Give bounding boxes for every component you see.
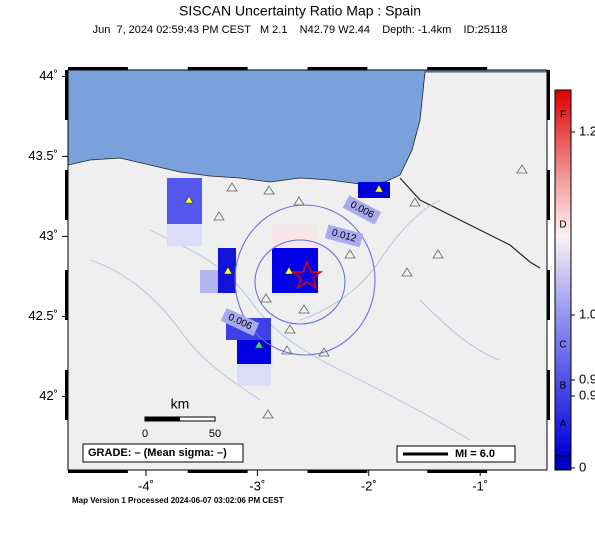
colorbar-base <box>554 455 572 471</box>
frame-segment <box>547 370 550 420</box>
frame-segment <box>187 67 248 70</box>
epicenter <box>290 260 324 290</box>
colorbar-grade: C <box>559 340 566 351</box>
frame-segment <box>65 70 68 120</box>
frame-segment <box>547 270 550 320</box>
colorbar-tick-label: 0 <box>579 459 586 474</box>
map-title: SISCAN Uncertainty Ratio Map : Spain <box>179 3 421 19</box>
frame-segment <box>427 67 488 70</box>
y-tick-label: 42.5˚ <box>28 308 58 323</box>
y-tick-label: 42˚ <box>39 388 58 403</box>
border <box>399 177 541 269</box>
colorbar <box>554 89 572 457</box>
map-area <box>68 70 547 470</box>
x-tick-label: -2˚ <box>361 478 377 493</box>
scale-label: 50 <box>209 428 221 440</box>
frame-segment <box>65 270 68 320</box>
frame-segment <box>65 370 68 420</box>
y-tick-label: 43˚ <box>39 228 58 243</box>
intensity-box <box>396 445 516 463</box>
frame-segment <box>68 470 128 473</box>
colorbar-grade: F <box>560 110 566 121</box>
frame-segment <box>547 70 550 120</box>
frame-segment <box>68 67 128 70</box>
x-tick-label: -4˚ <box>138 478 154 493</box>
frame-segment <box>427 470 488 473</box>
colorbar-grade: A <box>560 419 567 430</box>
frame-segment <box>547 170 550 220</box>
y-tick-label: 43.5˚ <box>28 148 58 163</box>
sea <box>68 70 547 185</box>
scale-label: 0 <box>142 428 148 440</box>
intensity-text: MI = 6.0 <box>455 448 495 460</box>
stations <box>213 164 528 419</box>
colorbar-tick-label: 1.0 <box>579 306 595 321</box>
colorbar-grade: D <box>559 220 566 231</box>
x-tick-label: -1˚ <box>472 478 488 493</box>
axes: -4˚ -3˚ -2˚ -1˚ 44˚ 43.5˚ 43˚ 42.5˚ 42˚ <box>28 68 488 494</box>
grade-text: GRADE: – (Mean sigma: –) <box>88 447 227 459</box>
colorbar-tick-label: 1.2 <box>579 123 595 138</box>
map-subtitle: Jun 7, 2024 02:59:43 PM CEST M 2.1 N42.7… <box>93 24 508 36</box>
colorbar-ticks: 0 0.90.9 1.0 1.2 A B C D F <box>559 110 595 475</box>
colorbar-tick-label: 0.9 <box>579 371 595 386</box>
frame-segment <box>307 470 368 473</box>
colorbar-grade: B <box>560 381 567 392</box>
scale-unit: km <box>171 396 190 412</box>
scale-bar <box>144 416 216 422</box>
x-tick-label: -3˚ <box>249 478 265 493</box>
contours <box>234 204 376 356</box>
rivers <box>89 199 501 441</box>
frame-segment <box>65 170 68 220</box>
grade-box <box>82 443 244 463</box>
active-stations <box>184 184 384 349</box>
frame-segment <box>187 470 248 473</box>
footer: Map Version 1 Processed 2024-06-07 03:02… <box>72 496 284 505</box>
frame-pattern <box>65 67 550 473</box>
y-tick-label: 44˚ <box>39 68 58 83</box>
frame-segment <box>307 67 368 70</box>
colorbar-tick-label: 0.9 <box>579 387 595 402</box>
